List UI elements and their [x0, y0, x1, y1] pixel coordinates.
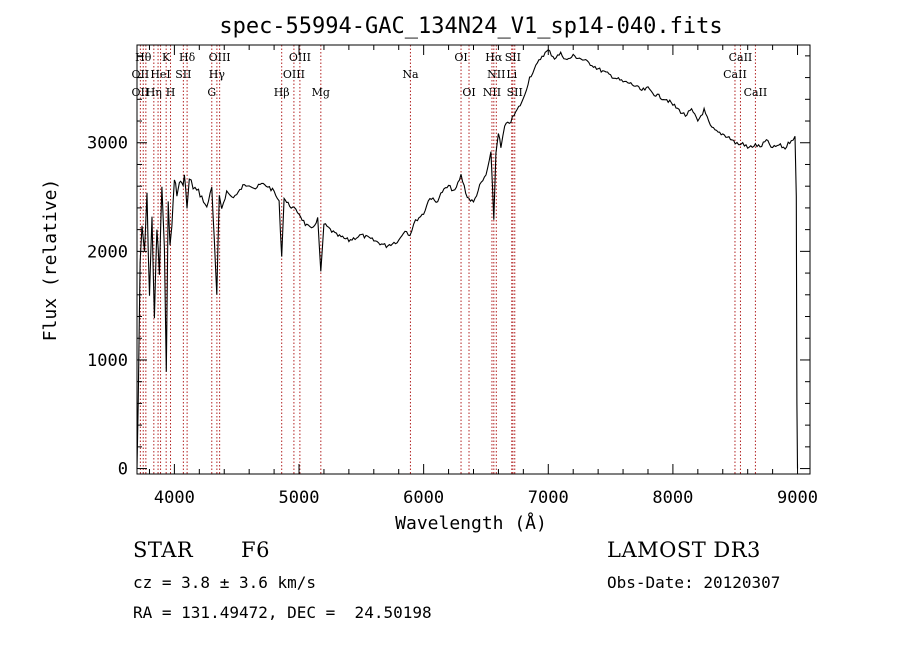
- marker-label: OIII: [289, 51, 311, 64]
- marker-label: NII: [483, 86, 501, 99]
- marker-label: OIII: [283, 68, 305, 81]
- marker-label: SII: [505, 51, 521, 64]
- chart-title: spec-55994-GAC_134N24_V1_sp14-040.fits: [219, 14, 722, 39]
- object-subclass: F6: [241, 538, 270, 562]
- survey-name: LAMOST DR3: [607, 538, 761, 562]
- observation-date: Obs-Date: 20120307: [607, 573, 781, 592]
- marker-label: SII: [507, 86, 523, 99]
- x-tick-label: 7000: [528, 488, 569, 508]
- marker-label: Li: [506, 68, 517, 81]
- y-tick-label: 0: [118, 460, 128, 480]
- marker-label: OI: [454, 51, 467, 64]
- marker-label: CaII: [723, 68, 747, 81]
- y-axis: 0 1000 2000 3000: [87, 55, 810, 480]
- marker-label: SII: [175, 68, 191, 81]
- coordinates: RA = 131.49472, DEC = 24.50198: [133, 603, 432, 622]
- plot-frame: [136, 44, 811, 475]
- marker-label: NII: [487, 68, 505, 81]
- x-axis: 4000 5000 6000 7000 8000 9000: [148, 45, 818, 508]
- marker-label: K: [162, 51, 171, 64]
- y-tick-label: 3000: [87, 134, 128, 154]
- marker-label: CaII: [729, 51, 753, 64]
- spectrum-line: [136, 48, 799, 469]
- marker-label: OI: [462, 86, 475, 99]
- marker-label: Hβ: [274, 86, 290, 99]
- marker-label: Mg: [312, 86, 330, 99]
- object-class: STAR: [133, 538, 194, 562]
- marker-label: Hδ: [179, 51, 196, 64]
- x-tick-label: 5000: [279, 488, 320, 508]
- x-axis-label: Wavelength (Å): [395, 512, 547, 534]
- marker-label: Hθ: [135, 51, 152, 64]
- x-tick-label: 8000: [652, 488, 693, 508]
- marker-label: HeI: [150, 68, 170, 81]
- marker-label: Hγ: [209, 68, 226, 81]
- y-axis-label: Flux (relative): [40, 179, 61, 342]
- x-tick-label: 4000: [154, 488, 195, 508]
- marker-label: Na: [402, 68, 419, 81]
- marker-label: OIII: [209, 51, 231, 64]
- redshift-value: cz = 3.8 ± 3.6 km/s: [133, 573, 317, 592]
- marker-label: H: [166, 86, 176, 99]
- y-tick-label: 2000: [87, 242, 128, 262]
- x-tick-label: 9000: [777, 488, 818, 508]
- marker-label: OII: [132, 86, 150, 99]
- x-tick-label: 6000: [403, 488, 444, 508]
- emission-line-markers: [139, 45, 756, 474]
- y-tick-label: 1000: [87, 351, 128, 371]
- marker-label: Hη: [146, 86, 162, 99]
- marker-label: Hα: [485, 51, 503, 64]
- marker-label: G: [207, 86, 216, 99]
- marker-label: CaII: [744, 86, 768, 99]
- marker-label: OII: [132, 68, 150, 81]
